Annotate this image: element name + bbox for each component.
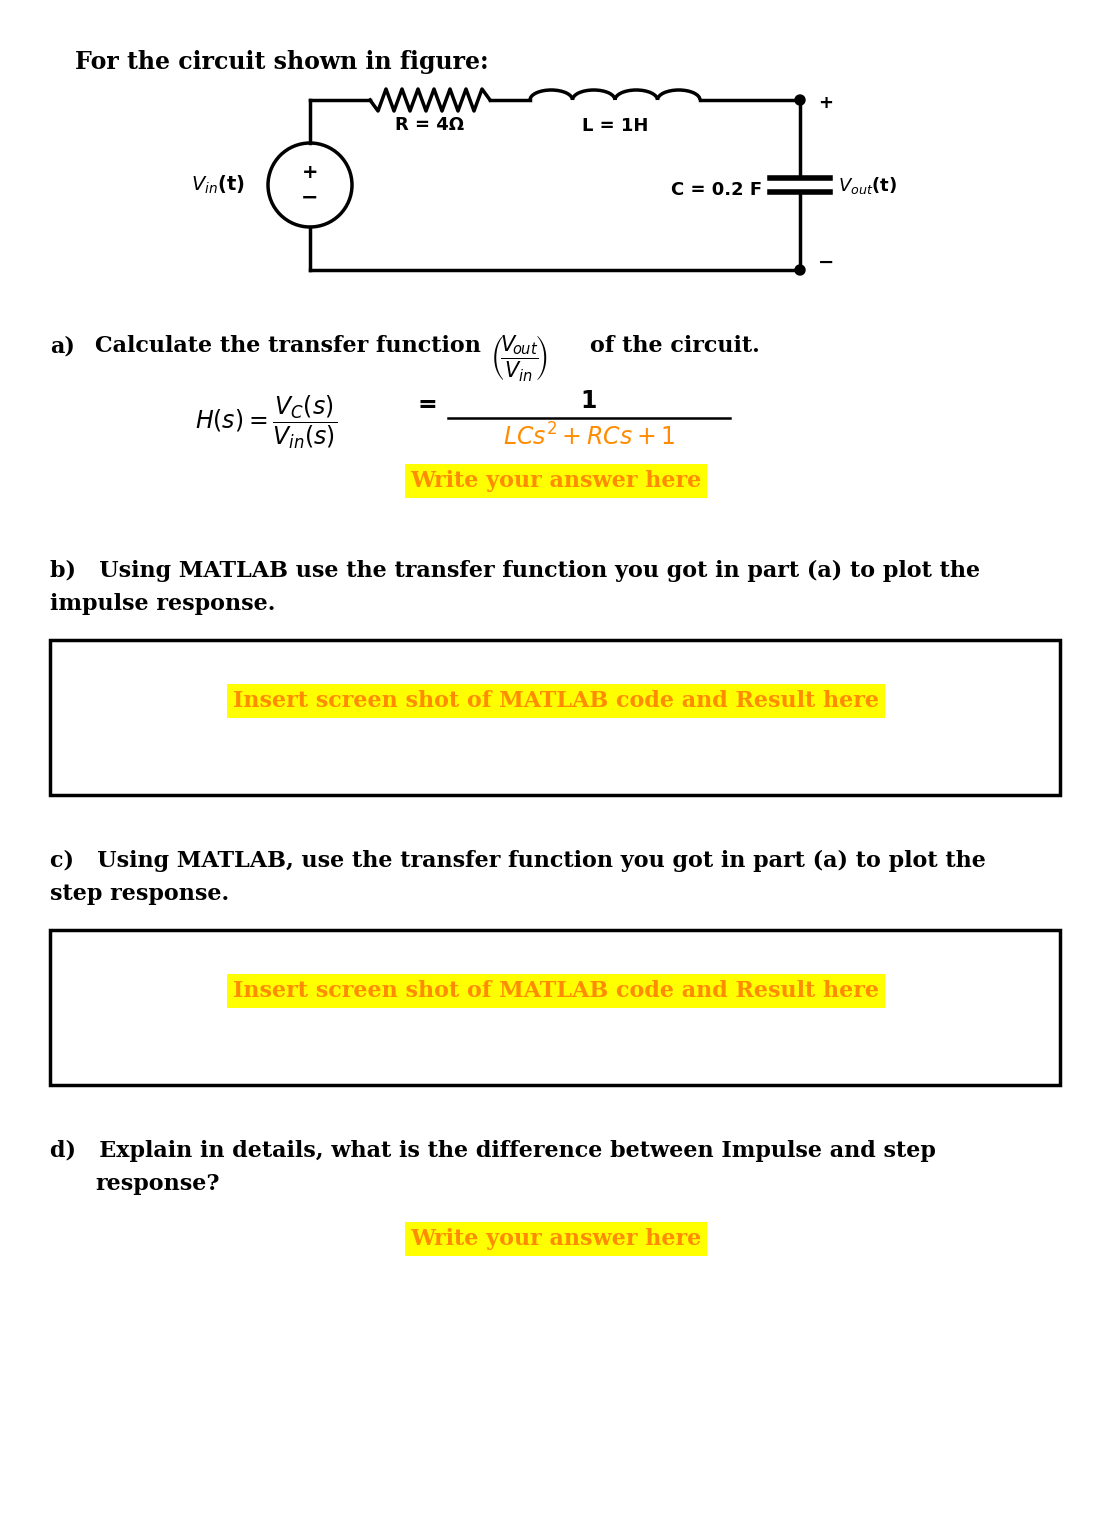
Text: C = 0.2 F: C = 0.2 F [671, 181, 762, 199]
Bar [50, 639, 1060, 796]
Text: $LCs^2 + RCs + 1$: $LCs^2 + RCs + 1$ [503, 423, 675, 451]
Text: Calculate the transfer function: Calculate the transfer function [95, 336, 480, 357]
Text: b)   Using MATLAB use the transfer function you got in part (a) to plot the: b) Using MATLAB use the transfer functio… [50, 560, 980, 583]
Text: +: + [301, 162, 318, 181]
Text: R = 4Ω: R = 4Ω [396, 117, 465, 133]
Text: L = 1H: L = 1H [582, 117, 648, 135]
Circle shape [795, 265, 805, 274]
Circle shape [795, 95, 805, 104]
Text: Insert screen shot of MATLAB code and Result here: Insert screen shot of MATLAB code and Re… [234, 980, 878, 1003]
Text: impulse response.: impulse response. [50, 593, 276, 615]
Text: For the circuit shown in figure:: For the circuit shown in figure: [75, 51, 488, 74]
Text: $V_{out}$(t): $V_{out}$(t) [838, 175, 897, 196]
Text: Write your answer here: Write your answer here [410, 1228, 702, 1249]
Text: c)   Using MATLAB, use the transfer function you got in part (a) to plot the: c) Using MATLAB, use the transfer functi… [50, 849, 986, 872]
Text: response?: response? [95, 1173, 219, 1196]
Text: −: − [301, 189, 319, 208]
Text: =: = [418, 392, 438, 417]
Text: $\left(\!\dfrac{V_{\!out}}{V_{in}}\!\right)$: $\left(\!\dfrac{V_{\!out}}{V_{in}}\!\rig… [490, 333, 548, 383]
Text: Write your answer here: Write your answer here [410, 471, 702, 492]
Text: step response.: step response. [50, 883, 229, 904]
Text: $V_{in}$(t): $V_{in}$(t) [191, 173, 245, 196]
Bar [50, 931, 1060, 1085]
Text: +: + [818, 94, 833, 112]
Text: Insert screen shot of MATLAB code and Result here: Insert screen shot of MATLAB code and Re… [234, 690, 878, 711]
Text: $H(s) = \dfrac{V_C(s)}{V_{in}(s)}$: $H(s) = \dfrac{V_C(s)}{V_{in}(s)}$ [195, 392, 337, 451]
Text: d)   Explain in details, what is the difference between Impulse and step: d) Explain in details, what is the diffe… [50, 1141, 936, 1162]
Text: −: − [818, 253, 834, 271]
Text: of the circuit.: of the circuit. [590, 336, 759, 357]
Text: a): a) [50, 336, 75, 357]
Text: 1: 1 [580, 389, 597, 412]
